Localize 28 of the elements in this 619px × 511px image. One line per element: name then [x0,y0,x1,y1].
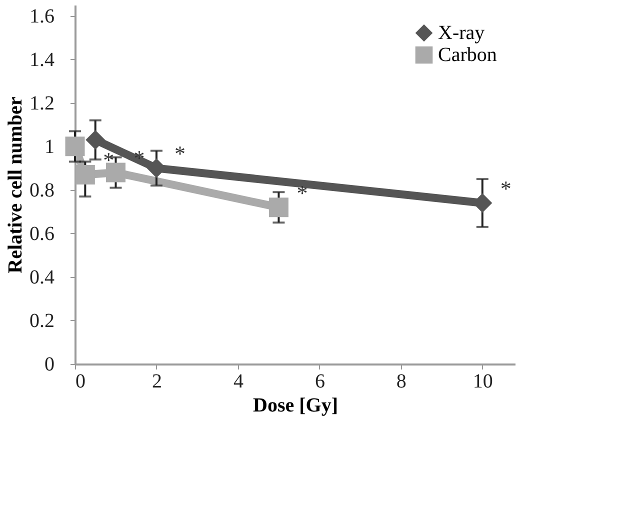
legend-label: X-ray [438,22,485,44]
y-tick-label: 1 [44,136,54,158]
x-tick-label: 2 [152,370,162,392]
y-tick-label: 0.6 [30,222,54,245]
x-tick-label: 4 [233,370,244,392]
y-tick-label: 0.4 [30,266,54,288]
legend-label: Carbon [438,44,497,66]
annotation: * [296,180,308,206]
x-tick-label: 8 [396,370,406,392]
point [268,198,288,218]
x-axis-title: Dose [Gy] [253,394,338,416]
x-tick-label: 0 [76,370,86,392]
point [65,136,85,156]
point [106,162,126,182]
y-tick-label: 1.6 [30,5,54,28]
annotation: * [174,141,186,166]
x-tick-label: 10 [472,370,493,392]
y-axis-title: Relative cell number [4,96,26,274]
point [86,130,106,150]
y-tick-label: 0.8 [30,179,54,202]
annotation: * [500,176,512,201]
y-tick-label: 1.2 [30,92,54,114]
annotation: * [103,148,114,173]
y-tick-label: 0 [44,354,54,376]
y-tick-label: 1.4 [30,48,54,71]
point [75,164,95,184]
y-tick-label: 0.2 [30,310,54,332]
x-tick-label: 6 [314,370,325,392]
